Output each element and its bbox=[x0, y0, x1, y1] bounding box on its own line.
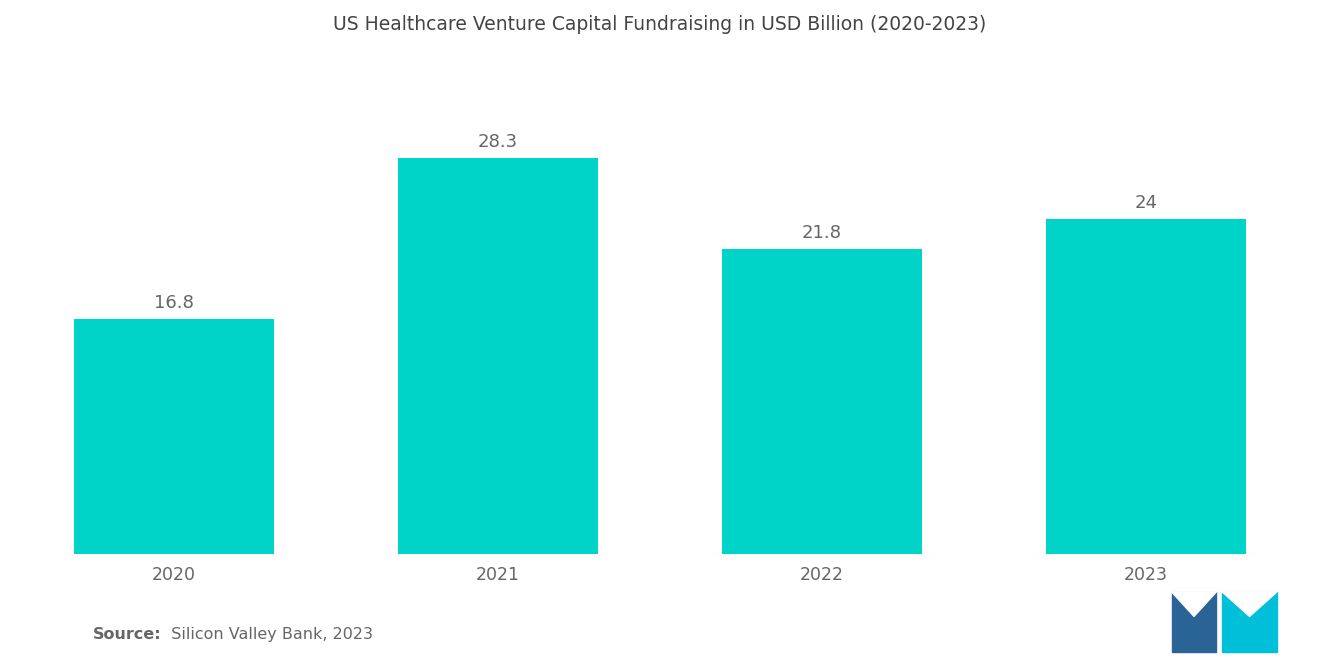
Title: US Healthcare Venture Capital Fundraising in USD Billion (2020-2023): US Healthcare Venture Capital Fundraisin… bbox=[334, 15, 986, 34]
Text: 21.8: 21.8 bbox=[803, 224, 842, 243]
Polygon shape bbox=[1222, 592, 1276, 616]
Polygon shape bbox=[1172, 592, 1217, 616]
Text: 28.3: 28.3 bbox=[478, 134, 517, 152]
Polygon shape bbox=[1172, 592, 1217, 652]
Text: Silicon Valley Bank, 2023: Silicon Valley Bank, 2023 bbox=[161, 626, 374, 642]
Bar bbox=[1045, 219, 1246, 555]
Text: Source:: Source: bbox=[92, 626, 161, 642]
Bar bbox=[397, 158, 598, 555]
Bar bbox=[74, 319, 275, 555]
Text: 24: 24 bbox=[1134, 194, 1158, 211]
Polygon shape bbox=[1222, 592, 1276, 652]
Bar bbox=[722, 249, 923, 555]
Text: 16.8: 16.8 bbox=[154, 295, 194, 313]
